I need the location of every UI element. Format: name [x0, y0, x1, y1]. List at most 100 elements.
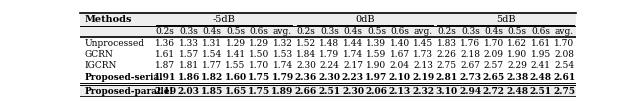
- Text: 2.38: 2.38: [506, 73, 529, 82]
- Text: 1.52: 1.52: [296, 39, 316, 48]
- Text: 2.19: 2.19: [412, 73, 435, 82]
- Text: 2.65: 2.65: [483, 73, 505, 82]
- Text: 2.81: 2.81: [436, 73, 458, 82]
- Text: GCRN: GCRN: [84, 50, 113, 59]
- Bar: [80, 13, 576, 26]
- Text: 1.60: 1.60: [225, 73, 246, 82]
- Text: 1.87: 1.87: [155, 61, 175, 70]
- Text: 2.17: 2.17: [343, 61, 363, 70]
- Text: 2.23: 2.23: [342, 73, 364, 82]
- Text: 0.4s: 0.4s: [203, 27, 221, 36]
- Text: 2.75: 2.75: [553, 87, 575, 96]
- Text: 2.08: 2.08: [554, 50, 574, 59]
- Text: 0dB: 0dB: [355, 15, 374, 24]
- Text: 2.54: 2.54: [554, 61, 574, 70]
- Text: 1.39: 1.39: [367, 39, 387, 48]
- Text: 1.89: 1.89: [271, 87, 294, 96]
- Text: 1.73: 1.73: [413, 50, 433, 59]
- Text: 2.32: 2.32: [412, 87, 435, 96]
- Text: 0.5s: 0.5s: [508, 27, 527, 36]
- Text: 1.74: 1.74: [273, 61, 292, 70]
- Text: 2.13: 2.13: [388, 87, 411, 96]
- Text: 2.73: 2.73: [460, 73, 481, 82]
- Text: 2.04: 2.04: [390, 61, 410, 70]
- Text: -5dB: -5dB: [212, 15, 236, 24]
- Text: 1.91: 1.91: [154, 73, 177, 82]
- Text: 0.3s: 0.3s: [461, 27, 480, 36]
- Text: 0.5s: 0.5s: [226, 27, 245, 36]
- Text: IGCRN: IGCRN: [84, 61, 116, 70]
- Text: 2.61: 2.61: [553, 73, 575, 82]
- Text: 1.77: 1.77: [202, 61, 222, 70]
- Text: 2.19: 2.19: [154, 87, 176, 96]
- Text: 2.24: 2.24: [319, 61, 339, 70]
- Text: 2.67: 2.67: [460, 61, 481, 70]
- Text: 1.57: 1.57: [179, 50, 199, 59]
- Text: 1.75: 1.75: [248, 73, 270, 82]
- Text: 1.59: 1.59: [366, 50, 387, 59]
- Text: 2.18: 2.18: [460, 50, 481, 59]
- Text: 1.41: 1.41: [225, 50, 246, 59]
- Text: Methods: Methods: [84, 15, 132, 24]
- Text: 2.06: 2.06: [365, 87, 387, 96]
- Text: 1.33: 1.33: [179, 39, 198, 48]
- Text: 3.10: 3.10: [436, 87, 458, 96]
- Text: 2.29: 2.29: [508, 61, 527, 70]
- Text: 1.44: 1.44: [343, 39, 363, 48]
- Text: 2.72: 2.72: [483, 87, 505, 96]
- Text: 1.36: 1.36: [155, 39, 175, 48]
- Text: 1.55: 1.55: [225, 61, 246, 70]
- Text: 0.4s: 0.4s: [344, 27, 362, 36]
- Text: 2.03: 2.03: [178, 87, 200, 96]
- Text: 2.51: 2.51: [530, 87, 552, 96]
- Text: avg.: avg.: [555, 27, 574, 36]
- Text: 1.61: 1.61: [155, 50, 175, 59]
- Text: 1.31: 1.31: [202, 39, 222, 48]
- Text: 1.62: 1.62: [508, 39, 527, 48]
- Text: 2.36: 2.36: [295, 73, 317, 82]
- Text: 2.13: 2.13: [413, 61, 433, 70]
- Bar: [80, 26, 576, 37]
- Text: 2.66: 2.66: [295, 87, 317, 96]
- Text: 1.83: 1.83: [437, 39, 457, 48]
- Text: 1.90: 1.90: [366, 61, 387, 70]
- Text: 1.95: 1.95: [531, 50, 551, 59]
- Text: avg.: avg.: [414, 27, 433, 36]
- Text: 0.3s: 0.3s: [320, 27, 339, 36]
- Text: 0.4s: 0.4s: [484, 27, 503, 36]
- Text: 1.53: 1.53: [273, 50, 292, 59]
- Text: 0.6s: 0.6s: [250, 27, 269, 36]
- Text: 0.2s: 0.2s: [156, 27, 175, 36]
- Text: 2.57: 2.57: [484, 61, 504, 70]
- Text: 1.50: 1.50: [249, 50, 269, 59]
- Text: 1.86: 1.86: [177, 73, 200, 82]
- Text: 2.48: 2.48: [530, 73, 552, 82]
- Text: 1.90: 1.90: [508, 50, 527, 59]
- Text: 0.6s: 0.6s: [531, 27, 550, 36]
- Text: 0.2s: 0.2s: [437, 27, 456, 36]
- Text: Unprocessed: Unprocessed: [84, 39, 145, 48]
- Text: 1.97: 1.97: [365, 73, 388, 82]
- Text: 2.75: 2.75: [437, 61, 457, 70]
- Text: 1.79: 1.79: [271, 73, 294, 82]
- Text: 1.79: 1.79: [319, 50, 340, 59]
- Text: 1.67: 1.67: [390, 50, 410, 59]
- Text: 2.30: 2.30: [319, 73, 340, 82]
- Text: 2.10: 2.10: [389, 73, 411, 82]
- Text: 0.6s: 0.6s: [390, 27, 410, 36]
- Text: 1.45: 1.45: [413, 39, 433, 48]
- Text: 1.48: 1.48: [319, 39, 340, 48]
- Text: 1.74: 1.74: [343, 50, 363, 59]
- Text: 0.3s: 0.3s: [179, 27, 198, 36]
- Text: 1.29: 1.29: [249, 39, 269, 48]
- Text: Proposed-parallel: Proposed-parallel: [84, 87, 173, 96]
- Text: Proposed-serial: Proposed-serial: [84, 73, 163, 82]
- Bar: [80, 85, 576, 97]
- Text: 1.54: 1.54: [202, 50, 222, 59]
- Text: 1.70: 1.70: [249, 61, 269, 70]
- Text: 2.30: 2.30: [296, 61, 316, 70]
- Text: 0.5s: 0.5s: [367, 27, 386, 36]
- Text: 1.81: 1.81: [179, 61, 198, 70]
- Text: 1.65: 1.65: [225, 87, 246, 96]
- Text: 2.30: 2.30: [342, 87, 364, 96]
